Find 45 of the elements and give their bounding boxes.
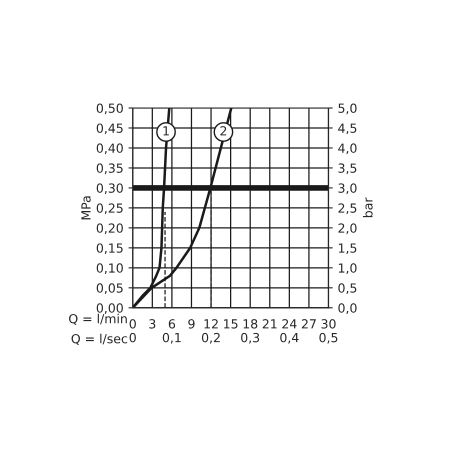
y-tick-label: 0,35 (96, 163, 123, 174)
y2-tick-label: 3,0 (338, 183, 357, 194)
y-tick-label: 0,20 (96, 223, 123, 234)
y2-tick-label: 3,5 (338, 163, 356, 174)
y2-tick-label: 1,5 (338, 243, 356, 254)
y-tick-label: 0,30 (96, 183, 123, 194)
x2-tick-label: 0,4 (280, 332, 299, 344)
y2-tick-label: 4,0 (338, 143, 357, 154)
x2-tick-label: 0,3 (241, 332, 260, 344)
annotation: 2 (220, 126, 226, 136)
y-tick-label: 0,00 (96, 303, 123, 314)
x-tick-label: 21 (262, 319, 277, 328)
y2-tick-label: 4,5 (338, 124, 356, 134)
x-tick-label: 15 (224, 319, 238, 329)
y-tick-label: 0,10 (96, 263, 123, 274)
y-axis-title: MPa (81, 196, 91, 220)
y-tick-label: 0,50 (96, 103, 123, 114)
x-tick-label: 24 (282, 319, 297, 328)
y2-tick-label: 0,0 (338, 303, 357, 314)
x-tick-label: 0 (130, 319, 136, 329)
y-tick-label: 0,25 (96, 203, 123, 214)
y-tick-label: 0,40 (96, 143, 123, 154)
x-tick-label: 30 (322, 319, 336, 329)
x-tick-label: 27 (302, 319, 316, 328)
x-tick-label: 18 (244, 319, 258, 329)
y2-axis-title: bar (362, 198, 373, 218)
y2-tick-label: 5,0 (338, 103, 357, 114)
y-tick-label: 0,45 (96, 123, 123, 134)
y2-tick-label: 2,5 (338, 203, 356, 214)
x-tick-label: 3 (149, 319, 156, 329)
y2-tick-label: 2,0 (338, 223, 357, 234)
annotation: 1 (163, 126, 169, 136)
y2-tick-label: 0,5 (338, 283, 356, 294)
x-tick-label: 12 (204, 319, 218, 328)
y2-tick-label: 1,0 (338, 263, 357, 274)
x2-tick-label: 0 (130, 332, 136, 342)
y-tick-label: 0,05 (96, 283, 123, 294)
x2-tick-label: 0,1 (162, 332, 181, 344)
x2-axis-title: Q = l/sec (72, 334, 128, 345)
x-tick-label: 9 (188, 319, 195, 329)
x2-tick-label: 0,2 (202, 332, 220, 344)
x2-tick-label: 0,5 (319, 332, 338, 344)
x-tick-label: 6 (168, 319, 176, 329)
y-tick-label: 0,15 (96, 243, 123, 254)
x-axis-title: Q = l/min (69, 314, 127, 325)
